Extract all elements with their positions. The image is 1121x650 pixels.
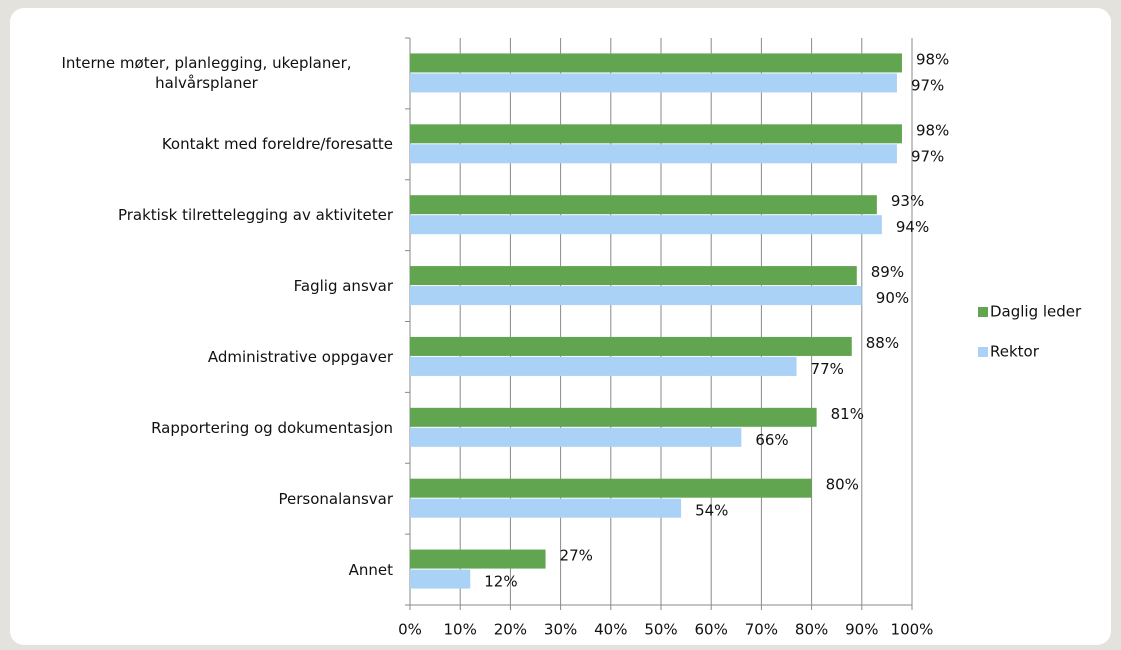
value-label: 77% <box>811 360 844 378</box>
y-tick-label: Kontakt med foreldre/foresatte <box>161 135 393 154</box>
y-tick-label: Administrative oppgaver <box>207 347 393 366</box>
value-label: 90% <box>876 289 909 307</box>
value-label: 66% <box>755 431 788 449</box>
y-tick-label: Personalansvar <box>278 489 393 508</box>
value-label: 97% <box>911 147 944 165</box>
value-label: 93% <box>891 192 924 210</box>
x-tick-label: 10% <box>444 621 477 639</box>
category-label-box: Administrative oppgaver <box>20 327 393 387</box>
bar <box>410 336 852 356</box>
y-tick-label: Interne møter, planlegging, ukeplaner, h… <box>61 54 352 93</box>
legend-swatch <box>978 307 988 317</box>
value-label: 94% <box>896 218 929 236</box>
value-label: 98% <box>916 50 949 68</box>
category-label-box: Faglig ansvar <box>20 256 393 316</box>
value-label: 88% <box>866 334 899 352</box>
bar <box>410 73 897 93</box>
value-label: 98% <box>916 121 949 139</box>
x-tick-label: 50% <box>644 621 677 639</box>
y-tick-label: Praktisk tilrettelegging av aktiviteter <box>117 206 393 225</box>
bar <box>410 356 797 376</box>
x-tick-label: 30% <box>544 621 577 639</box>
y-tick-label: Rapportering og dokumentasjon <box>151 418 393 437</box>
category-label-box: Personalansvar <box>20 469 393 529</box>
bar <box>410 478 812 498</box>
value-label: 97% <box>911 76 944 94</box>
value-label: 54% <box>695 502 728 520</box>
bar <box>410 215 882 235</box>
category-label-box: Praktisk tilrettelegging av aktiviteter <box>20 185 393 245</box>
bar <box>410 549 546 569</box>
bar <box>410 144 897 164</box>
bar <box>410 124 902 144</box>
x-tick-label: 100% <box>891 621 934 639</box>
x-tick-label: 70% <box>745 621 778 639</box>
x-tick-label: 20% <box>494 621 527 639</box>
x-tick-label: 40% <box>594 621 627 639</box>
category-label-box: Annet <box>20 540 393 600</box>
value-label: 89% <box>871 263 904 281</box>
value-label: 27% <box>560 547 593 565</box>
x-tick-label: 90% <box>845 621 878 639</box>
category-label-box: Rapportering og dokumentasjon <box>20 398 393 458</box>
bar <box>410 407 817 427</box>
y-tick-label: Faglig ansvar <box>293 277 393 296</box>
x-tick-label: 80% <box>795 621 828 639</box>
legend-label: Daglig leder <box>990 303 1082 321</box>
bar <box>410 286 862 306</box>
legend-label: Rektor <box>990 343 1040 361</box>
bar <box>410 266 857 286</box>
bar <box>410 53 902 73</box>
legend-swatch <box>978 347 988 357</box>
bar <box>410 195 877 215</box>
value-label: 80% <box>826 476 859 494</box>
bar <box>410 569 471 589</box>
value-label: 81% <box>831 405 864 423</box>
category-label-box: Kontakt med foreldre/foresatte <box>20 114 393 174</box>
x-tick-label: 60% <box>695 621 728 639</box>
value-label: 12% <box>484 573 517 591</box>
category-label-box: Interne møter, planlegging, ukeplaner, h… <box>20 43 393 103</box>
bar <box>410 498 682 518</box>
x-tick-label: 0% <box>398 621 422 639</box>
bar <box>410 427 742 447</box>
y-tick-label: Annet <box>348 560 393 579</box>
